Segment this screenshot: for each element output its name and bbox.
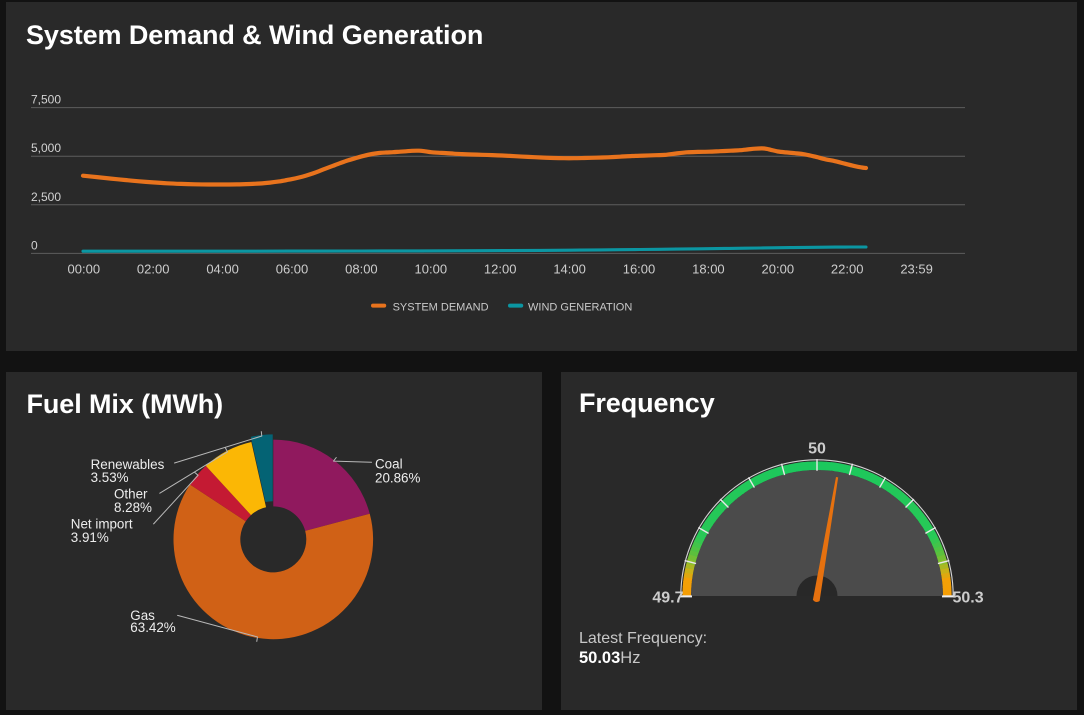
svg-text:Gas: Gas	[130, 608, 155, 623]
svg-text:0: 0	[31, 238, 38, 252]
svg-text:22:00: 22:00	[831, 261, 864, 276]
svg-text:Coal: Coal	[375, 457, 403, 472]
svg-text:SYSTEM DEMAND: SYSTEM DEMAND	[393, 301, 489, 313]
svg-text:8.28%: 8.28%	[114, 500, 152, 515]
svg-text:WIND GENERATION: WIND GENERATION	[528, 301, 632, 313]
svg-text:16:00: 16:00	[623, 261, 656, 276]
svg-text:Other: Other	[114, 487, 148, 502]
svg-text:18:00: 18:00	[692, 261, 725, 276]
svg-text:10:00: 10:00	[415, 261, 448, 276]
svg-text:Net import: Net import	[71, 517, 133, 532]
svg-text:2,500: 2,500	[31, 190, 61, 204]
svg-text:08:00: 08:00	[345, 261, 378, 276]
svg-text:7,500: 7,500	[31, 93, 61, 107]
svg-text:02:00: 02:00	[137, 261, 170, 276]
svg-text:49.7: 49.7	[652, 590, 683, 607]
svg-text:5,000: 5,000	[31, 141, 61, 155]
svg-text:12:00: 12:00	[484, 261, 517, 276]
svg-text:00:00: 00:00	[68, 261, 101, 276]
svg-text:14:00: 14:00	[553, 261, 586, 276]
svg-text:04:00: 04:00	[206, 261, 239, 276]
svg-text:3.53%: 3.53%	[91, 470, 129, 485]
svg-text:63.42%: 63.42%	[130, 620, 176, 635]
svg-text:06:00: 06:00	[276, 261, 309, 276]
svg-text:23:59: 23:59	[900, 261, 933, 276]
svg-text:20.86%: 20.86%	[375, 471, 421, 486]
svg-text:3.91%: 3.91%	[71, 530, 109, 545]
svg-text:Renewables: Renewables	[91, 457, 165, 472]
svg-text:50.3: 50.3	[953, 590, 984, 607]
svg-text:20:00: 20:00	[762, 261, 795, 276]
svg-text:50: 50	[808, 440, 826, 457]
